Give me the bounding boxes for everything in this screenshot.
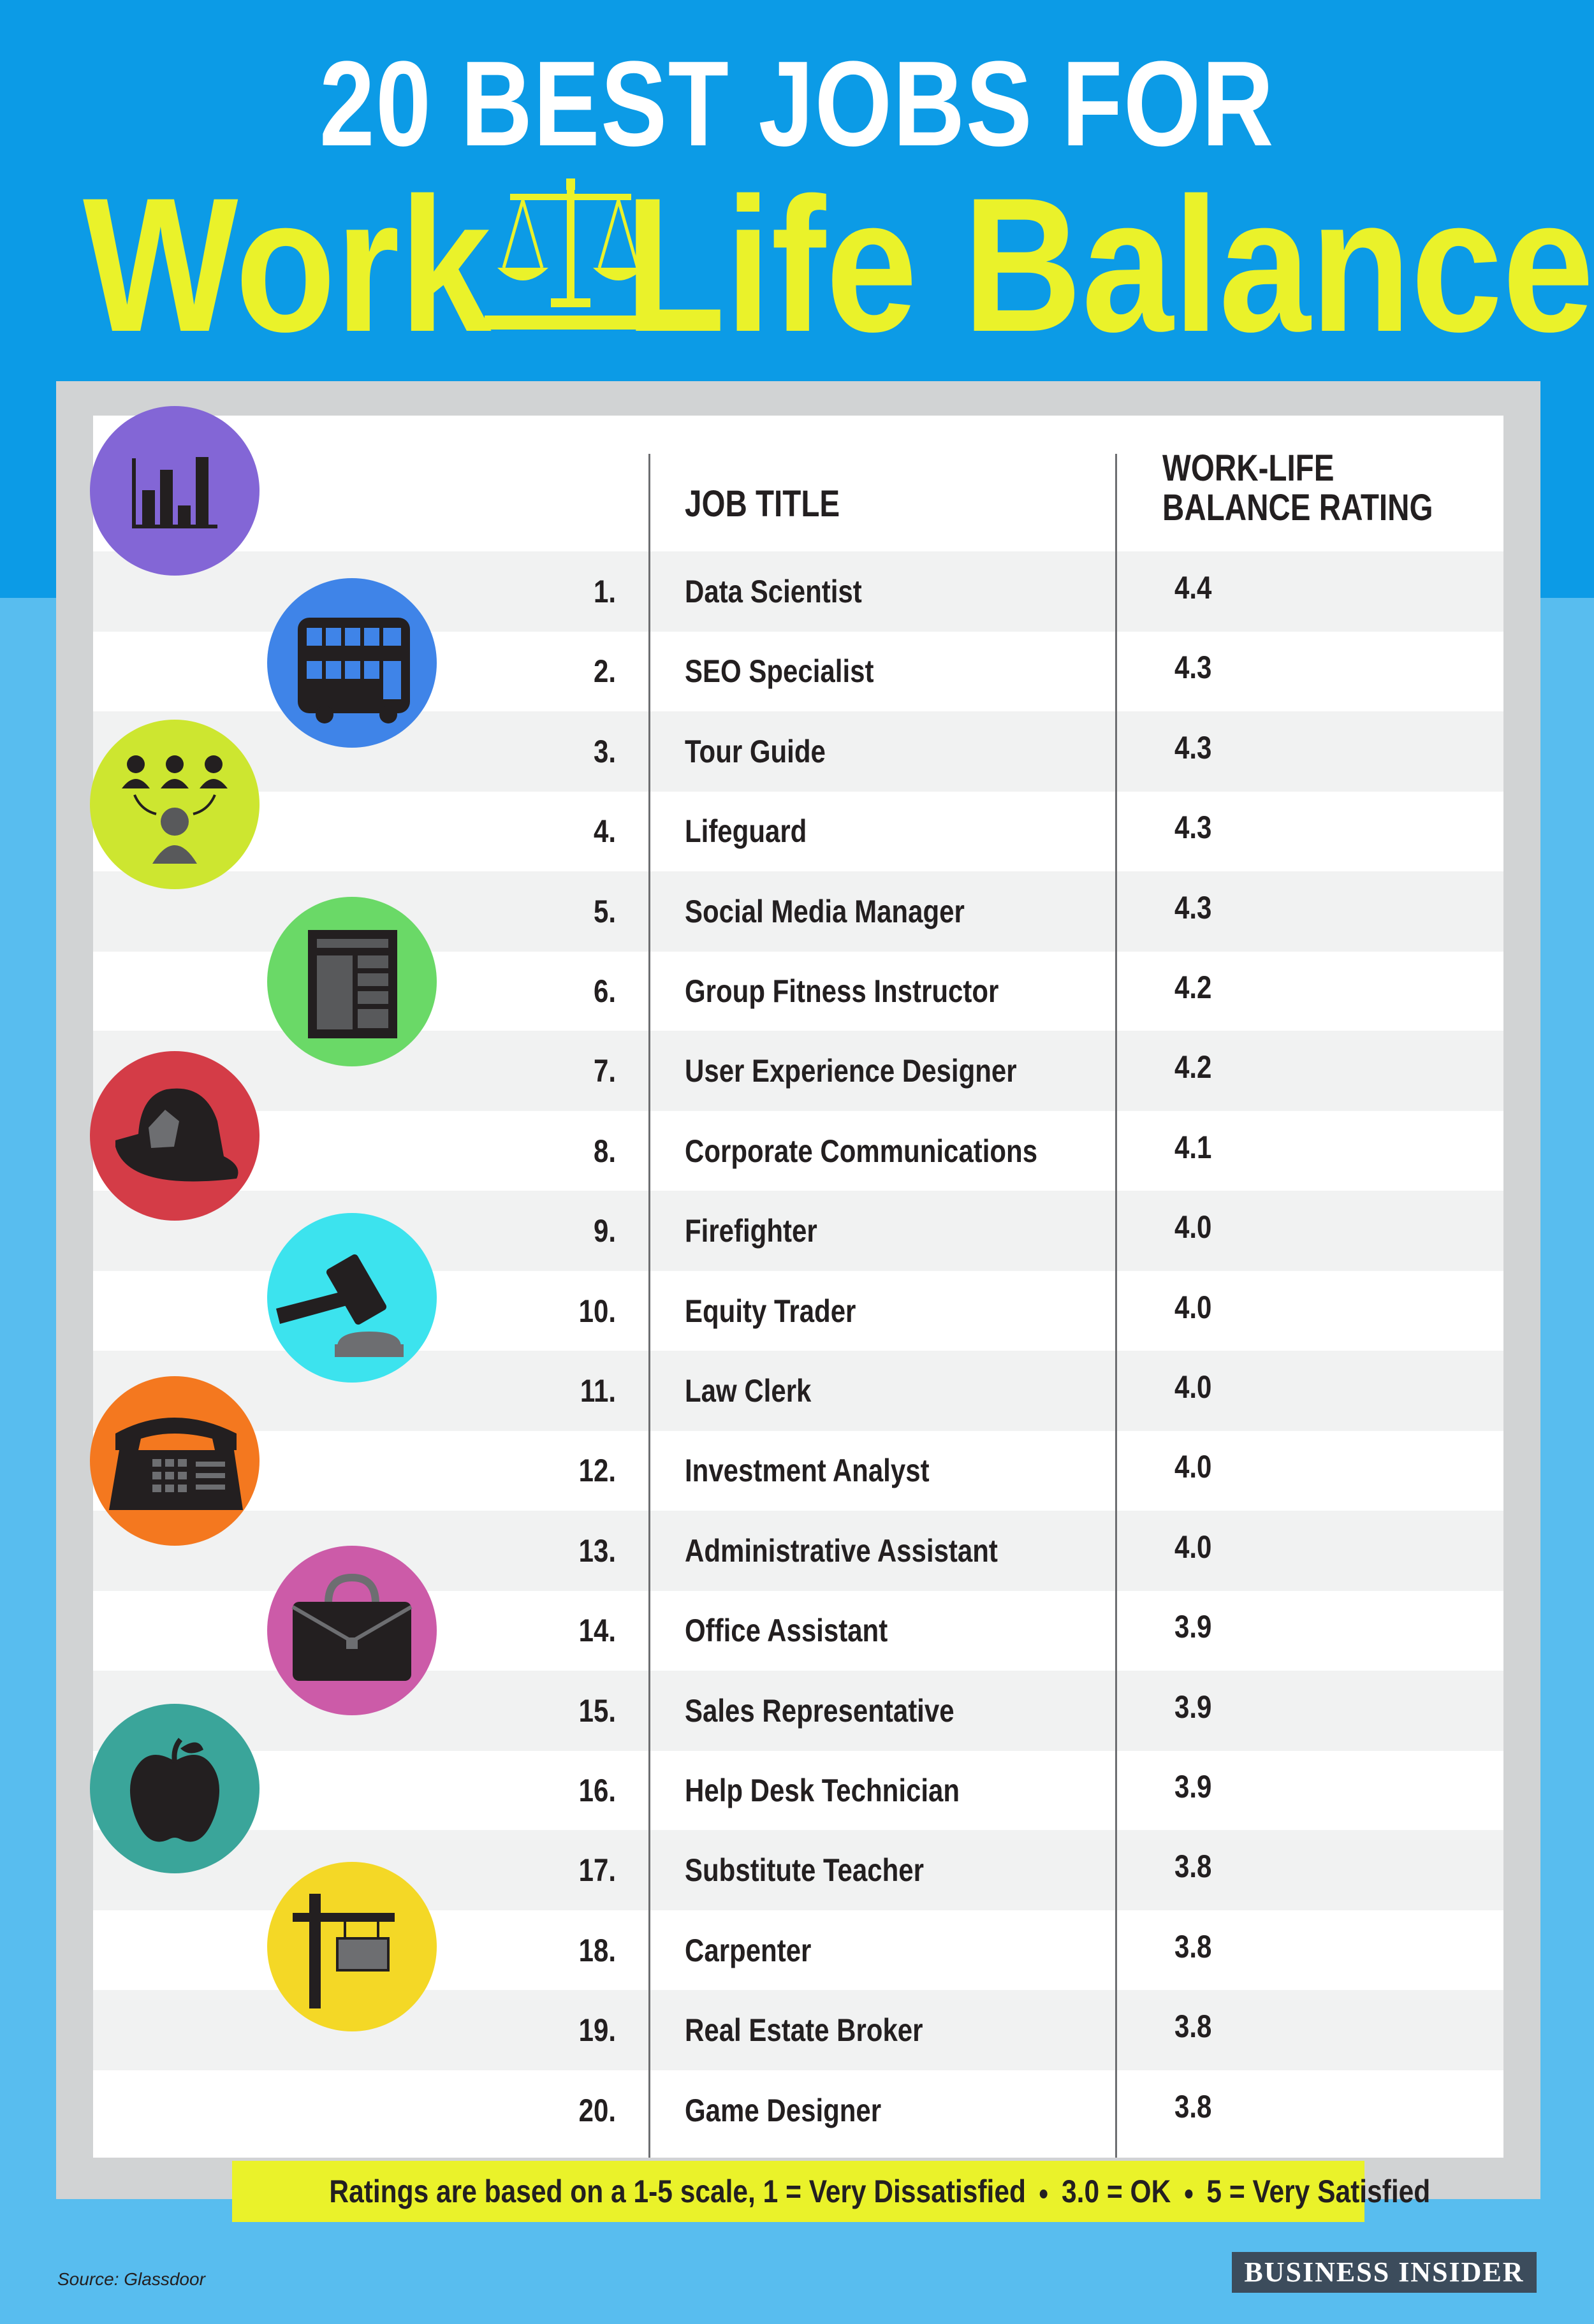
firefighter-helmet-icon <box>90 1051 260 1221</box>
rank-number: 11. <box>580 1373 616 1409</box>
rating-scale-note: Ratings are based on a 1-5 scale, 1 = Ve… <box>232 2161 1430 2222</box>
title-line-2: Work Life Balance <box>38 157 1594 372</box>
rank-number: 17. <box>578 1852 616 1889</box>
bus-icon <box>267 578 437 748</box>
rank-number: 4. <box>593 813 616 850</box>
job-title: Substitute Teacher <box>685 1852 924 1889</box>
apple-icon <box>90 1704 260 1873</box>
rank-number: 12. <box>578 1453 616 1489</box>
rating-value: 4.4 <box>1174 570 1212 606</box>
job-title: Help Desk Technician <box>685 1773 960 1808</box>
job-title: Corporate Communications <box>685 1133 1038 1169</box>
rank-number: 3. <box>593 733 616 769</box>
rank-number: 16. <box>578 1773 616 1808</box>
bullet-dot <box>1040 2189 1048 2198</box>
table-row: 6. Group Fitness Instructor 4.2 <box>93 951 1503 1031</box>
rank-number: 13. <box>578 1532 616 1569</box>
rating-value: 4.0 <box>1174 1209 1212 1246</box>
bullet-dot <box>1185 2189 1193 2198</box>
rating-value: 4.2 <box>1174 970 1212 1005</box>
rank-number: 5. <box>593 893 616 929</box>
rating-value: 3.8 <box>1174 2008 1212 2045</box>
rating-value: 3.8 <box>1174 2088 1212 2124</box>
job-title: Investment Analyst <box>685 1453 930 1489</box>
job-title: Game Designer <box>685 2092 882 2128</box>
job-title: Group Fitness Instructor <box>685 973 999 1009</box>
briefcase-icon <box>267 1546 437 1715</box>
table-row: 18. Carpenter 3.8 <box>93 1910 1503 1991</box>
column-divider-right <box>1115 454 1117 2158</box>
job-title: Administrative Assistant <box>685 1532 998 1569</box>
rating-value: 4.1 <box>1174 1129 1212 1165</box>
rank-number: 6. <box>593 973 616 1009</box>
rank-number: 8. <box>593 1133 616 1169</box>
rank-number: 18. <box>578 1932 616 1968</box>
gavel-icon <box>267 1213 437 1383</box>
rating-value: 4.3 <box>1174 729 1212 766</box>
rank-number: 9. <box>593 1213 616 1249</box>
rank-number: 1. <box>593 574 616 609</box>
rank-number: 2. <box>593 653 616 690</box>
rating-value: 4.3 <box>1174 889 1212 926</box>
rating-value: 3.8 <box>1174 1928 1212 1965</box>
rating-value: 3.9 <box>1174 1769 1212 1805</box>
title-line-1: 20 BEST JOBS FOR <box>319 36 1275 171</box>
rating-value: 4.3 <box>1174 650 1212 686</box>
job-title: Office Assistant <box>685 1613 888 1649</box>
telephone-icon <box>90 1376 260 1546</box>
job-title: Law Clerk <box>685 1373 812 1409</box>
table-row: 16. Help Desk Technician 3.9 <box>93 1750 1503 1831</box>
header-rating-line-2: BALANCE RATING <box>1162 487 1433 528</box>
people-icon <box>90 720 260 889</box>
rating-value: 3.9 <box>1174 1609 1212 1645</box>
table-row: 8. Corporate Communications 4.1 <box>93 1111 1503 1191</box>
job-title: Lifeguard <box>685 813 807 850</box>
rank-number: 20. <box>578 2092 616 2128</box>
job-title: Tour Guide <box>685 733 826 769</box>
job-title: Carpenter <box>685 1932 812 1968</box>
rating-value: 4.0 <box>1174 1449 1212 1485</box>
table-row: 2. SEO Specialist 4.3 <box>93 631 1503 711</box>
rank-number: 7. <box>593 1053 616 1089</box>
bar-chart-icon <box>90 406 260 576</box>
title-work: Work <box>83 157 492 372</box>
column-divider-left <box>648 454 650 2158</box>
rating-value: 4.0 <box>1174 1529 1212 1565</box>
note-satisfied: 5 = Very Satisfied <box>1206 2174 1431 2209</box>
newspaper-icon <box>267 897 437 1066</box>
source-credit: Source: Glassdoor <box>57 2269 205 2289</box>
table-row: 12. Investment Analyst 4.0 <box>93 1430 1503 1511</box>
business-insider-logo: BUSINESS INSIDER <box>1232 2252 1537 2293</box>
job-title: SEO Specialist <box>685 653 874 690</box>
note-ok: 3.0 = OK <box>1062 2174 1171 2209</box>
signpost-icon <box>267 1862 437 2031</box>
table-row: 4. Lifeguard 4.3 <box>93 791 1503 871</box>
job-title: Data Scientist <box>685 574 862 609</box>
title-life-balance: Life Balance <box>625 157 1594 372</box>
table-row: 10. Equity Trader 4.0 <box>93 1271 1503 1351</box>
job-title: Sales Representative <box>685 1692 954 1729</box>
header-rating-line-1: WORK-LIFE <box>1162 447 1334 489</box>
job-title: Firefighter <box>685 1213 817 1249</box>
job-title: Equity Trader <box>685 1293 856 1329</box>
rating-value: 3.9 <box>1174 1689 1212 1725</box>
balance-scale-icon <box>485 178 657 330</box>
note-scale: Ratings are based on a 1-5 scale, 1 = Ve… <box>329 2174 1026 2209</box>
table-row: 20. Game Designer 3.8 <box>93 2070 1503 2151</box>
rank-number: 15. <box>578 1692 616 1729</box>
rank-number: 10. <box>578 1293 616 1329</box>
table-row: 14. Office Assistant 3.9 <box>93 1590 1503 1671</box>
job-title: User Experience Designer <box>685 1053 1017 1089</box>
rating-value: 4.0 <box>1174 1289 1212 1325</box>
job-title: Real Estate Broker <box>685 2012 923 2049</box>
rating-value: 4.2 <box>1174 1049 1212 1086</box>
rank-number: 19. <box>578 2012 616 2049</box>
job-title: Social Media Manager <box>685 893 965 929</box>
rating-value: 3.8 <box>1174 1848 1212 1885</box>
rating-value: 4.3 <box>1174 810 1212 846</box>
rank-number: 14. <box>578 1613 616 1649</box>
rating-value: 4.0 <box>1174 1369 1212 1405</box>
header-job-title: JOB TITLE <box>685 483 840 525</box>
